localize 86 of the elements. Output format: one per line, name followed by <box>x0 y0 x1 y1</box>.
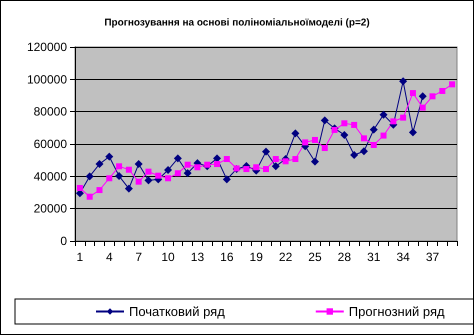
point <box>224 156 230 162</box>
point <box>399 77 408 86</box>
y-tick-label: 40000 <box>34 169 68 184</box>
point <box>105 152 114 161</box>
point <box>134 160 143 168</box>
legend-label: Прогнозний ряд <box>348 304 445 319</box>
x-tick-label: 16 <box>220 250 234 264</box>
point <box>194 164 200 170</box>
x-tick-label: 34 <box>396 250 410 264</box>
point <box>115 172 124 180</box>
point <box>380 110 388 119</box>
point <box>408 128 417 136</box>
y-tick-label: 100000 <box>26 72 68 86</box>
point <box>340 130 348 139</box>
point <box>76 184 83 191</box>
point <box>360 147 368 156</box>
y-tick-label: 0 <box>60 234 68 248</box>
legend-label: Початковий ряд <box>129 304 226 319</box>
point <box>439 88 446 94</box>
point <box>430 93 436 100</box>
point <box>145 168 152 175</box>
point <box>351 122 358 128</box>
point <box>310 158 319 166</box>
point <box>262 148 270 156</box>
point <box>272 156 279 162</box>
x-tick-label: 13 <box>190 250 204 264</box>
point <box>418 92 427 100</box>
x-tick-label: 25 <box>308 250 322 264</box>
point <box>174 170 181 176</box>
point <box>291 129 300 138</box>
y-tick-label: 80000 <box>34 104 68 119</box>
point <box>184 169 192 178</box>
point <box>184 162 191 168</box>
point <box>360 135 367 142</box>
y-tick-label: 60000 <box>34 137 68 151</box>
point <box>155 172 162 179</box>
point <box>96 187 102 194</box>
x-tick-label: 37 <box>426 250 440 264</box>
y-tick-label: 20000 <box>34 202 68 216</box>
point <box>124 184 133 193</box>
x-tick-label: 10 <box>161 250 176 264</box>
point <box>116 163 122 170</box>
point <box>86 194 93 200</box>
point <box>370 142 377 148</box>
point <box>95 160 104 168</box>
point <box>165 175 172 182</box>
point <box>174 154 182 162</box>
point <box>144 176 152 184</box>
point <box>390 118 396 124</box>
point <box>126 166 132 173</box>
point <box>272 162 280 170</box>
point <box>164 166 172 174</box>
x-tick-label: 22 <box>278 250 293 264</box>
point <box>320 116 329 124</box>
point <box>136 178 142 185</box>
point <box>420 104 426 111</box>
point <box>332 126 338 133</box>
point <box>253 164 260 170</box>
y-tick-label: 120000 <box>26 40 68 54</box>
point <box>302 139 308 146</box>
point <box>370 126 378 134</box>
point <box>204 162 210 168</box>
point <box>263 166 269 172</box>
point <box>214 161 220 168</box>
point <box>322 145 328 152</box>
x-tick-label: 31 <box>367 250 381 264</box>
point <box>243 166 250 172</box>
point <box>341 120 348 126</box>
x-tick-label: 1 <box>76 250 84 264</box>
x-tick-label: 19 <box>250 250 264 264</box>
x-tick-label: 28 <box>338 250 352 264</box>
point <box>106 175 112 182</box>
point <box>282 158 289 164</box>
point <box>213 154 222 162</box>
point <box>449 81 456 88</box>
point <box>86 172 94 180</box>
point <box>222 175 231 184</box>
point <box>400 114 406 121</box>
point <box>410 90 416 96</box>
point <box>380 132 387 139</box>
point <box>312 136 318 143</box>
chart-title: Прогнозування на основі поліноміальноїмоделі (р=2) <box>104 18 370 28</box>
x-tick-label: 4 <box>106 250 113 264</box>
point <box>292 156 298 162</box>
point <box>350 150 358 159</box>
x-tick-label: 7 <box>135 250 142 264</box>
